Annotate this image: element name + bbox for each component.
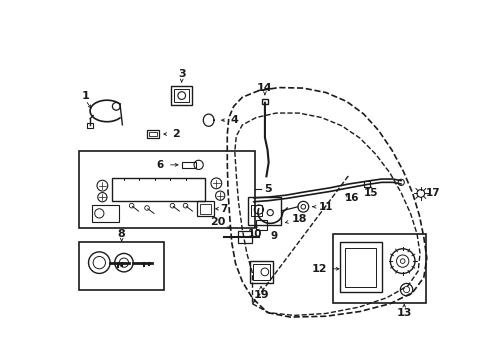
Text: 8: 8 <box>118 229 125 239</box>
Bar <box>174 89 189 102</box>
Text: 3: 3 <box>178 69 185 79</box>
Text: 17: 17 <box>425 188 439 198</box>
Bar <box>171 86 192 105</box>
Text: 18: 18 <box>291 214 306 224</box>
Text: 10: 10 <box>247 229 262 239</box>
Bar <box>333 234 425 303</box>
Text: 6: 6 <box>156 160 163 170</box>
Bar <box>344 248 375 287</box>
Text: 15: 15 <box>363 188 378 198</box>
Bar <box>149 132 157 136</box>
Bar <box>87 123 93 128</box>
Text: 5: 5 <box>264 184 271 194</box>
Bar <box>250 205 262 216</box>
Bar <box>253 264 270 280</box>
Bar <box>238 231 251 243</box>
Text: 14: 14 <box>257 82 272 93</box>
Text: 19: 19 <box>253 290 268 300</box>
Bar <box>247 197 281 225</box>
Text: 11: 11 <box>318 202 332 212</box>
Bar <box>79 151 254 228</box>
Bar <box>200 204 210 214</box>
Bar <box>91 205 118 222</box>
Bar <box>363 181 369 188</box>
Text: 2: 2 <box>172 129 180 139</box>
Text: 12: 12 <box>311 264 326 274</box>
Bar <box>197 201 214 216</box>
Bar <box>79 242 163 289</box>
Bar <box>182 162 195 168</box>
Text: 9: 9 <box>270 230 277 240</box>
Text: 20: 20 <box>210 217 225 227</box>
Bar <box>250 261 273 283</box>
Text: 1: 1 <box>81 91 89 100</box>
Text: 7: 7 <box>220 204 227 214</box>
Bar <box>339 242 381 292</box>
Text: 16: 16 <box>345 193 359 203</box>
Bar <box>112 178 204 201</box>
Bar <box>262 99 267 104</box>
Text: 4: 4 <box>230 115 238 125</box>
Text: 13: 13 <box>396 308 411 318</box>
Bar <box>147 130 159 138</box>
Bar <box>256 220 266 230</box>
